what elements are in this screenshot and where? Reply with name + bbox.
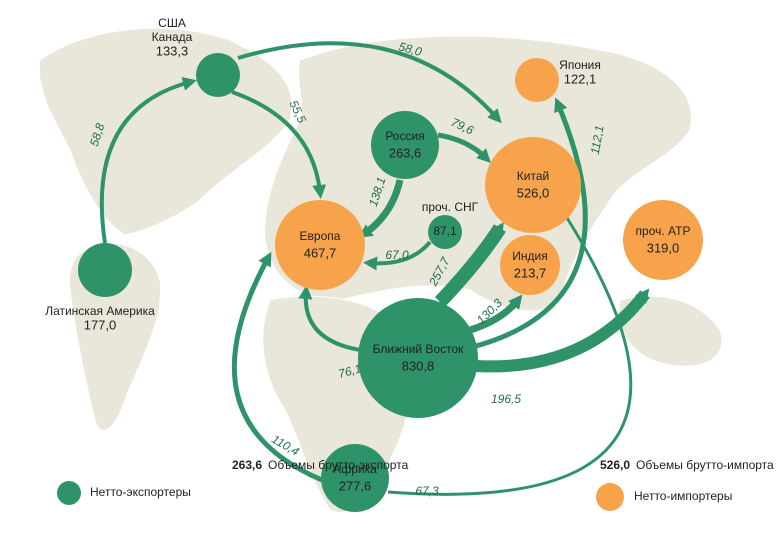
flow-label: 196,5 <box>491 392 521 406</box>
legend-value: 263,6 <box>232 458 262 472</box>
node-circle <box>485 137 581 233</box>
node-circle <box>428 215 462 249</box>
node-label: проч. СНГ <box>422 200 479 214</box>
node-value: 830,8 <box>402 358 435 373</box>
flow-arrow <box>475 97 588 349</box>
node-value: 213,7 <box>514 265 547 280</box>
node-circle <box>275 200 365 290</box>
flow-arrow <box>475 288 650 373</box>
node-value: 122,1 <box>564 71 597 86</box>
node-circle <box>515 58 559 102</box>
flow-arrow <box>358 179 404 238</box>
node-value: 467,7 <box>304 245 337 260</box>
node-circle <box>321 444 389 512</box>
node-label: Япония <box>559 58 601 72</box>
landmass <box>38 27 723 513</box>
flow-arrow <box>99 77 197 244</box>
flow-arrow <box>298 285 361 352</box>
node-circle <box>500 235 560 295</box>
node-circle <box>623 200 703 280</box>
legend-swatch <box>57 481 81 505</box>
legend-text: Объемы брутто-экспорта <box>268 458 409 472</box>
node-label: Латинская Америка <box>45 304 155 318</box>
node-label: Африка <box>333 462 377 476</box>
flow-label: 58,0 <box>397 39 423 59</box>
node-label: Россия <box>385 129 424 143</box>
flow-arrow <box>237 41 502 124</box>
legend-text: Объемы брутто-импорта <box>636 458 774 472</box>
node-value: 526,0 <box>517 185 550 200</box>
flow-label: 58,8 <box>87 121 108 148</box>
flow-arrow <box>434 222 506 307</box>
node-value: 133,3 <box>156 43 189 58</box>
node-value: 177,0 <box>84 317 117 332</box>
node-value: 263,6 <box>389 145 422 160</box>
node-label: Европа <box>300 229 341 243</box>
node-circle <box>196 53 240 97</box>
flow-arrow <box>387 204 633 496</box>
flow-arrow <box>437 132 491 163</box>
flow-label: 76,1 <box>337 361 363 381</box>
node-label: Канада <box>152 30 193 44</box>
legend: 263,6 Объемы брутто-экспорта Нетто-экспо… <box>57 458 774 511</box>
legend-text: Нетто-импортеры <box>634 489 732 503</box>
node-label: проч. АТР <box>636 224 691 238</box>
flow-label: 67,3 <box>415 484 439 498</box>
node-label: Ближний Восток <box>373 342 465 356</box>
node-value: 319,0 <box>647 240 680 255</box>
legend-text: Нетто-экспортеры <box>90 485 191 499</box>
flow-arrow <box>231 251 323 483</box>
flow-arrow <box>363 240 432 271</box>
node-circle <box>78 243 132 297</box>
legend-swatch <box>596 483 624 511</box>
node-value: 87,1 <box>433 224 457 238</box>
node-label: Китай <box>517 169 549 183</box>
flow-arrow <box>468 294 523 334</box>
node-label: США <box>158 16 186 30</box>
legend-value: 526,0 <box>600 458 630 472</box>
flow-label: 67,0 <box>385 248 409 262</box>
node-circle <box>371 111 439 179</box>
flow-arrow <box>231 90 327 199</box>
node-value: 277,6 <box>339 478 372 493</box>
node-circle <box>358 298 478 418</box>
flow-label: 112,1 <box>588 124 607 155</box>
node-label: Индия <box>512 249 547 263</box>
